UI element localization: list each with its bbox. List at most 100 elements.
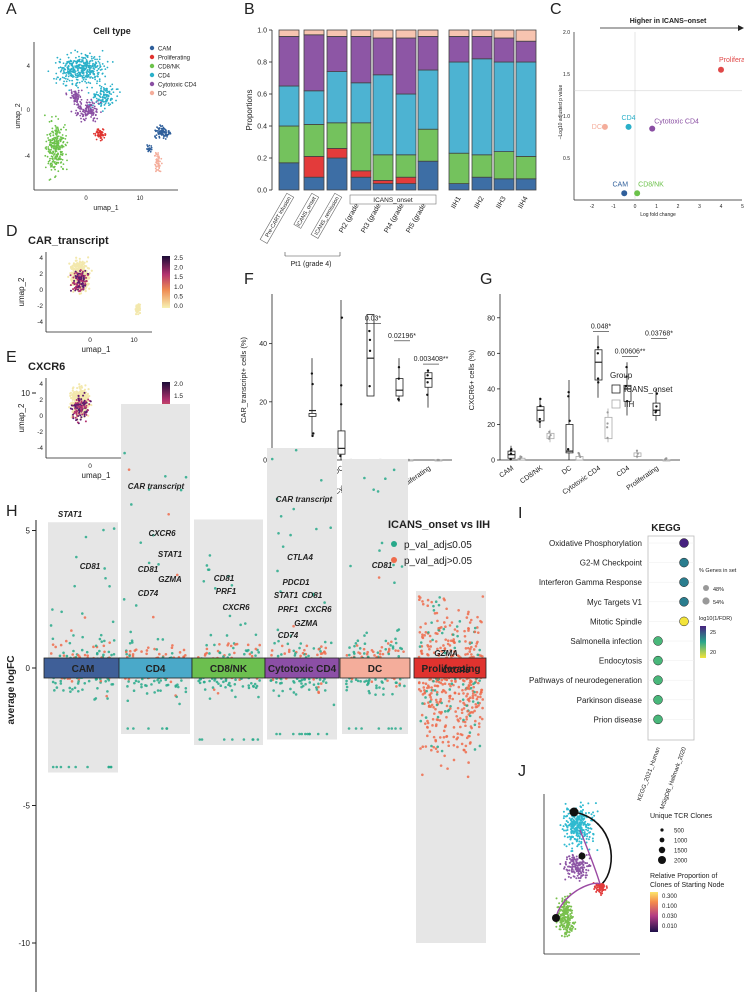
- panel-h-gene-point: [419, 719, 423, 723]
- umap-cell: [98, 55, 101, 58]
- umap-cell: [97, 68, 100, 70]
- panel-h-gene-point: [123, 451, 126, 455]
- panel-g-box-iih: [662, 459, 671, 462]
- panel-h-gene-point: [298, 646, 301, 650]
- panel-c-arrow-head: [738, 25, 744, 31]
- panel-i-term: Pathways of neurodegeneration: [529, 676, 642, 685]
- umap-cell: [95, 108, 98, 111]
- panel-h-gene-point: [205, 651, 209, 655]
- panel-h-gene-point: [456, 634, 459, 638]
- panel-h-gene-point: [451, 633, 455, 637]
- panel-h-gene-point: [391, 645, 395, 648]
- umap-cell: [111, 102, 114, 104]
- umap-cell: [88, 68, 91, 71]
- panel-h-gene-point: [356, 639, 360, 643]
- panel-e-cell: [84, 384, 87, 387]
- panel-d-cell: [136, 307, 139, 310]
- umap-cell: [77, 97, 79, 100]
- panel-i-size-dot: [703, 585, 709, 591]
- panel-e-expressing-cell: [77, 408, 80, 411]
- panel-d-expressing-cell: [86, 273, 89, 276]
- legend-dot-5: [149, 90, 155, 96]
- panel-h-gene-point: [322, 680, 325, 683]
- bar-segment: [515, 40, 537, 63]
- panel-h-gene-point: [218, 642, 221, 646]
- panel-h-gene-point: [466, 652, 469, 656]
- panel-h-gene-point: [59, 765, 63, 769]
- panel-h-gene-point: [397, 655, 401, 658]
- umap-cell: [77, 106, 80, 109]
- panel-h-gene-point: [463, 679, 466, 683]
- panel-e-expressing-cell: [79, 403, 82, 406]
- umap-cell: [159, 124, 161, 127]
- umap-cell: [78, 74, 80, 76]
- panel-d-xtick: 0: [88, 337, 92, 344]
- umap-cell: [84, 57, 87, 60]
- panel-f-box-icans: [395, 378, 404, 397]
- panel-h-gene-point: [208, 652, 211, 655]
- panel-h-gene-point: [294, 693, 298, 696]
- umap-cell: [164, 128, 167, 131]
- panel-h-gene-point: [200, 738, 204, 741]
- umap-cell: [92, 119, 95, 122]
- umap-cell: [80, 71, 82, 74]
- umap-cell: [79, 67, 82, 70]
- panel-d-expressing-cell: [80, 276, 83, 279]
- panel-c-xtick: 4: [720, 204, 723, 210]
- umap-cell: [94, 58, 96, 61]
- umap-cell: [86, 60, 89, 63]
- panel-f-box-icans: [308, 413, 317, 417]
- umap-cell: [59, 140, 62, 142]
- panel-h-gene-point: [370, 680, 374, 684]
- umap-cell: [94, 75, 97, 78]
- panel-h-gene-point: [170, 651, 174, 655]
- umap-cell: [92, 62, 94, 65]
- panel-d-ytick: -4: [37, 319, 43, 326]
- panel-h-gene-point: [254, 654, 257, 657]
- panel-h-gene-point: [459, 717, 462, 720]
- panel-h-gene-point: [456, 629, 459, 633]
- panel-h-gene-point: [122, 598, 126, 601]
- umap-cell: [81, 80, 84, 83]
- umap-cell: [79, 60, 81, 63]
- bar-segment: [417, 69, 439, 130]
- panel-d-cell: [71, 271, 74, 274]
- umap-cell: [62, 140, 65, 143]
- bar-segment: [372, 183, 394, 191]
- umap-cell: [67, 64, 70, 67]
- umap-cell: [62, 145, 65, 148]
- panel-e-expressing-cell: [83, 413, 86, 416]
- panel-h-gene-point: [58, 654, 62, 658]
- umap-cell: [47, 160, 50, 163]
- umap-cell: [87, 111, 90, 114]
- panel-h-gene-point: [445, 704, 449, 708]
- panel-d-expressing-cell: [82, 278, 85, 281]
- panel-d-cell: [67, 275, 70, 278]
- umap-cell: [87, 109, 90, 112]
- umap-cell: [62, 126, 65, 129]
- panel-h-legend-title: ICANS_onset vs IIH: [388, 519, 490, 531]
- bar-segment: [493, 178, 515, 191]
- panel-g-point-iih: [549, 434, 552, 437]
- umap-cell: [49, 132, 52, 135]
- umap-cell: [50, 155, 53, 158]
- panel-d-ytick: -2: [37, 303, 43, 310]
- bar-segment: [471, 29, 493, 37]
- umap-cell: [75, 78, 78, 81]
- umap-cell: [50, 119, 53, 122]
- panel-h-ylabel: average logFC: [6, 656, 17, 725]
- umap-cell: [74, 49, 77, 52]
- umap-cell: [100, 89, 102, 92]
- umap-cell: [61, 158, 64, 161]
- umap-cell: [96, 75, 99, 78]
- panel-h-gene-point: [398, 684, 401, 687]
- panel-f-point: [312, 432, 315, 435]
- umap-cell: [101, 96, 104, 99]
- umap-cell: [50, 168, 53, 171]
- panel-b-bar-label: ICANS_remission: [314, 196, 341, 237]
- umap-cell: [156, 155, 159, 158]
- panel-g-pvalue: 0.048*: [591, 323, 612, 330]
- panel-h-gene-point: [215, 680, 219, 684]
- panel-h-gene-point: [157, 681, 161, 684]
- umap-cell: [62, 168, 64, 171]
